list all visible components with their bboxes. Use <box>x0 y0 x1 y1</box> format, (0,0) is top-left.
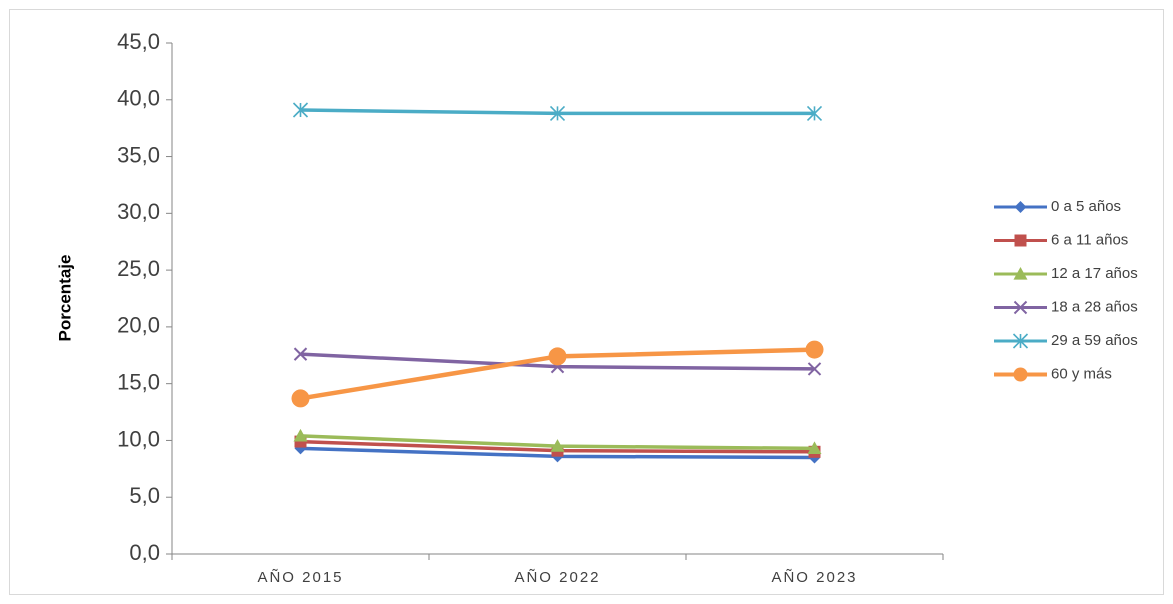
data-point <box>293 428 308 442</box>
x-ticks: AÑO 2015 AÑO 2022 AÑO 2023 <box>171 554 944 586</box>
y-tick-label: 0,0 <box>129 540 160 565</box>
data-point <box>1014 234 1027 247</box>
chart-frame <box>9 9 1164 595</box>
series-5 <box>291 340 824 408</box>
y-tick-label: 15,0 <box>117 369 160 394</box>
legend-item: 0 a 5 años <box>994 198 1121 215</box>
data-point <box>1013 300 1028 315</box>
legend-label: 18 a 28 años <box>1051 298 1138 315</box>
legend-label: 12 a 17 años <box>1051 265 1138 282</box>
series-lines <box>291 102 824 464</box>
data-point <box>1013 367 1028 382</box>
series-2 <box>293 428 822 454</box>
data-point <box>1013 267 1028 280</box>
data-point <box>548 347 567 366</box>
y-tick-label: 5,0 <box>129 483 160 508</box>
y-ticks: 0,0 5,0 10,0 15,0 20,0 25,0 30,0 35,0 40,0 45,0 <box>117 29 172 565</box>
y-axis-label: Porcentaje <box>55 255 74 342</box>
y-tick-label: 25,0 <box>117 256 160 281</box>
legend-item: 18 a 28 años <box>994 298 1138 315</box>
y-tick-label: 10,0 <box>117 426 160 451</box>
y-tick-label: 40,0 <box>117 86 160 111</box>
legend-item: 12 a 17 años <box>994 265 1138 282</box>
legend-item: 60 y más <box>994 365 1112 382</box>
x-tick-label: AÑO 2023 <box>771 569 857 586</box>
data-point <box>807 362 822 376</box>
data-point <box>807 441 822 454</box>
x-tick-label: AÑO 2022 <box>514 569 600 586</box>
legend-label: 0 a 5 años <box>1051 198 1121 215</box>
y-tick-label: 35,0 <box>117 142 160 167</box>
data-point <box>806 105 823 121</box>
x-tick-label: AÑO 2015 <box>257 569 343 586</box>
y-tick-label: 45,0 <box>117 29 160 54</box>
data-point <box>549 105 566 121</box>
data-point <box>1014 201 1027 213</box>
data-point <box>292 102 309 118</box>
legend-item: 6 a 11 años <box>994 231 1128 248</box>
series-4 <box>292 102 823 121</box>
legend-item: 29 a 59 años <box>994 332 1138 349</box>
legend: 0 a 5 años 6 a 11 años 12 a 17 años 18 a 28… <box>994 198 1138 382</box>
data-point <box>805 340 824 359</box>
axes <box>171 43 943 555</box>
data-point <box>291 389 310 408</box>
y-tick-label: 20,0 <box>117 313 160 338</box>
legend-label: 29 a 59 años <box>1051 332 1138 349</box>
data-point <box>293 347 308 361</box>
legend-label: 60 y más <box>1051 365 1112 382</box>
data-point <box>550 439 565 452</box>
legend-label: 6 a 11 años <box>1051 231 1128 248</box>
y-tick-label: 30,0 <box>117 199 160 224</box>
data-point <box>1012 333 1029 349</box>
